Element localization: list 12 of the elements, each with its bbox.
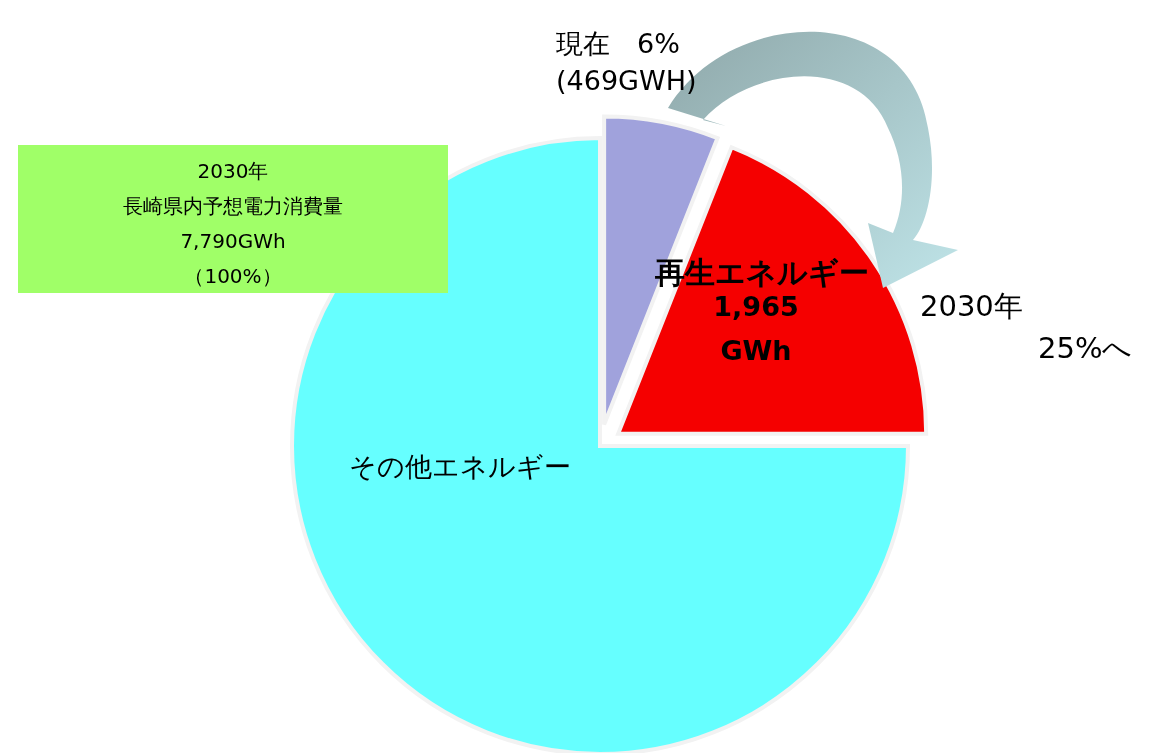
text: (469GWH): [556, 65, 697, 96]
text: GWh: [720, 335, 792, 366]
text: 2030年: [920, 289, 1023, 323]
text: 長崎県内予想電力消費量: [123, 194, 343, 218]
text: 25%へ: [1038, 331, 1133, 365]
text: 2030年: [197, 159, 269, 183]
text: （100%）: [184, 264, 282, 288]
text: 現在 6%: [556, 28, 680, 59]
slice-label: 再生エネルギー: [654, 255, 870, 291]
text: 1,965: [713, 291, 799, 322]
slice-label: その他エネルギー: [349, 451, 571, 482]
text: 7,790GWh: [180, 229, 286, 253]
